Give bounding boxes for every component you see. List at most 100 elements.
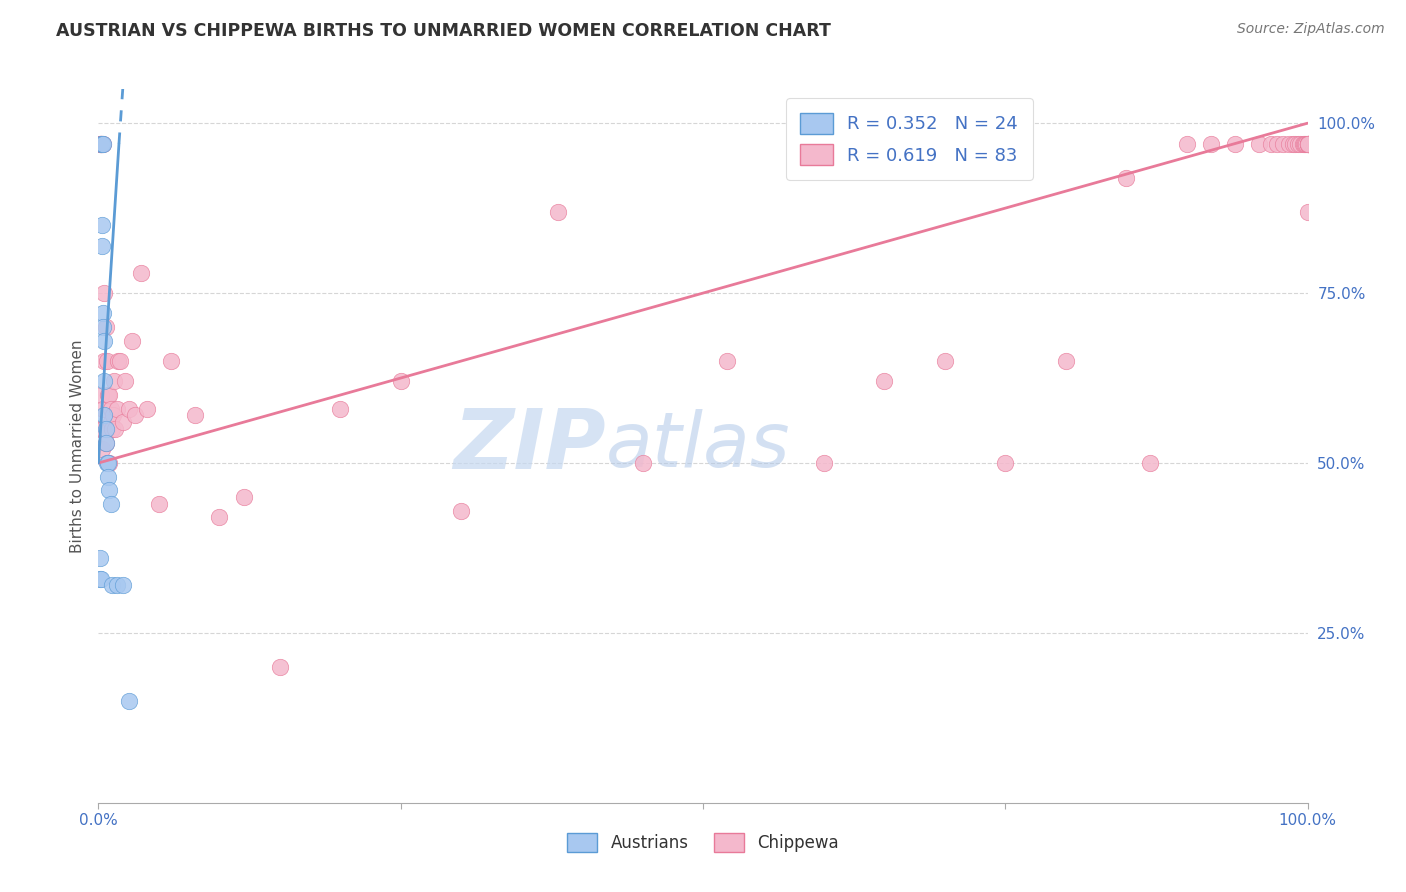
Point xyxy=(91,401,114,416)
Point xyxy=(1295,136,1317,151)
Point xyxy=(98,388,121,402)
Point xyxy=(1175,136,1198,151)
Point xyxy=(93,334,115,348)
Point xyxy=(124,409,146,423)
Point xyxy=(91,238,114,252)
Point xyxy=(96,456,118,470)
Point xyxy=(90,136,112,151)
Point xyxy=(1267,136,1289,151)
Point xyxy=(1296,136,1319,151)
Point xyxy=(1296,136,1319,151)
Point xyxy=(91,136,114,151)
Point xyxy=(1296,136,1319,151)
Point xyxy=(90,572,112,586)
Point xyxy=(91,136,114,151)
Point xyxy=(716,354,738,368)
Point xyxy=(93,409,115,423)
Point xyxy=(450,503,472,517)
Point xyxy=(329,401,352,416)
Point xyxy=(1139,456,1161,470)
Point xyxy=(94,320,117,334)
Point xyxy=(97,456,120,470)
Point xyxy=(148,497,170,511)
Point xyxy=(135,401,157,416)
Text: AUSTRIAN VS CHIPPEWA BIRTHS TO UNMARRIED WOMEN CORRELATION CHART: AUSTRIAN VS CHIPPEWA BIRTHS TO UNMARRIED… xyxy=(56,22,831,40)
Point xyxy=(1296,136,1319,151)
Point xyxy=(1278,136,1301,151)
Point xyxy=(91,422,114,436)
Point xyxy=(89,136,111,151)
Point xyxy=(98,483,121,498)
Text: ZIP: ZIP xyxy=(454,406,606,486)
Point xyxy=(103,375,125,389)
Point xyxy=(111,415,134,429)
Point xyxy=(1296,136,1319,151)
Point xyxy=(994,456,1017,470)
Point xyxy=(160,354,183,368)
Point xyxy=(1115,170,1137,185)
Point xyxy=(91,136,114,151)
Point xyxy=(97,469,120,483)
Point xyxy=(100,422,122,436)
Point xyxy=(1286,136,1309,151)
Point xyxy=(389,375,412,389)
Point xyxy=(631,456,654,470)
Point xyxy=(114,375,136,389)
Point xyxy=(100,497,122,511)
Point xyxy=(89,572,111,586)
Text: atlas: atlas xyxy=(606,409,790,483)
Point xyxy=(129,266,152,280)
Point xyxy=(94,422,117,436)
Point xyxy=(91,320,114,334)
Point xyxy=(121,334,143,348)
Point xyxy=(101,409,124,423)
Point xyxy=(93,354,115,368)
Point xyxy=(105,401,128,416)
Point xyxy=(873,375,896,389)
Point xyxy=(89,422,111,436)
Point xyxy=(105,578,128,592)
Point xyxy=(89,136,111,151)
Point xyxy=(90,136,112,151)
Point xyxy=(108,354,131,368)
Point xyxy=(1249,136,1271,151)
Point xyxy=(184,409,207,423)
Point xyxy=(118,694,141,708)
Point xyxy=(93,286,115,301)
Point xyxy=(104,422,127,436)
Point xyxy=(1272,136,1295,151)
Point xyxy=(89,551,111,566)
Point xyxy=(208,510,231,524)
Legend: Austrians, Chippewa: Austrians, Chippewa xyxy=(554,820,852,866)
Point xyxy=(1294,136,1316,151)
Point xyxy=(90,136,112,151)
Point xyxy=(91,422,114,436)
Point xyxy=(96,422,118,436)
Point xyxy=(1284,136,1306,151)
Point xyxy=(94,435,117,450)
Point xyxy=(1260,136,1282,151)
Point xyxy=(118,401,141,416)
Point xyxy=(91,306,114,320)
Point xyxy=(547,204,569,219)
Point xyxy=(1292,136,1315,151)
Point xyxy=(93,375,115,389)
Point xyxy=(1223,136,1246,151)
Point xyxy=(1296,136,1319,151)
Point xyxy=(1292,136,1315,151)
Point xyxy=(1282,136,1305,151)
Point xyxy=(1296,204,1319,219)
Point xyxy=(91,442,114,457)
Point xyxy=(100,401,122,416)
Point xyxy=(89,136,111,151)
Point xyxy=(1289,136,1312,151)
Point xyxy=(1296,136,1319,151)
Point xyxy=(1199,136,1222,151)
Point xyxy=(100,415,122,429)
Point xyxy=(100,578,122,592)
Point xyxy=(90,136,112,151)
Point xyxy=(107,354,129,368)
Point xyxy=(91,136,114,151)
Point xyxy=(90,388,112,402)
Point xyxy=(269,660,291,674)
